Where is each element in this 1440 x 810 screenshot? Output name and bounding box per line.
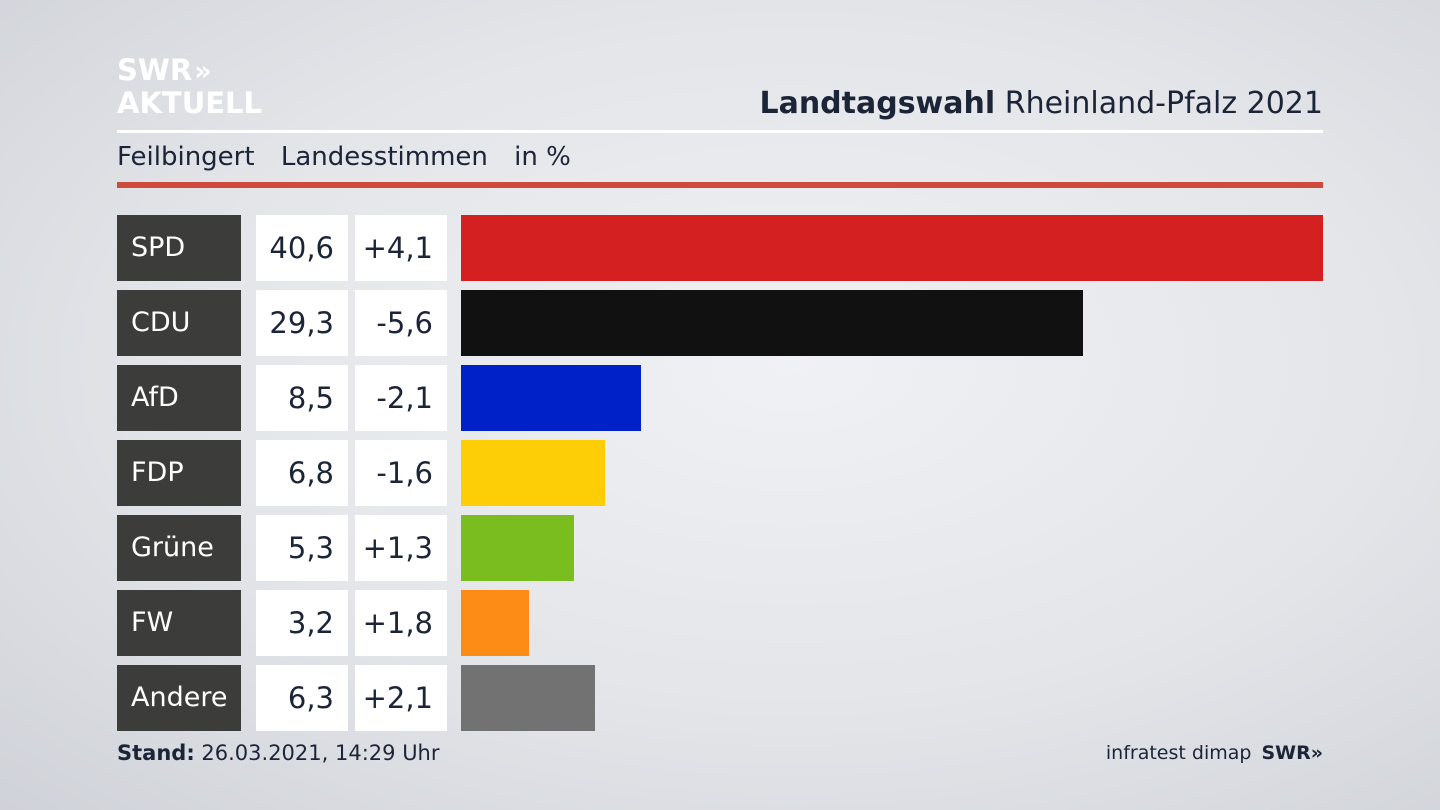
vote-change-value: +2,1	[355, 665, 447, 731]
header-divider	[117, 130, 1323, 133]
party-label: AfD	[117, 365, 241, 431]
subtitle-place: Feilbingert	[117, 142, 255, 172]
party-label: FW	[117, 590, 241, 656]
logo-swr-text: SWR	[117, 53, 193, 87]
subtitle-unit: in %	[514, 142, 571, 172]
vote-change-value: -5,6	[355, 290, 447, 356]
chart-row-fw: FW 3,2 +1,8	[117, 590, 1323, 656]
vote-change-value: +4,1	[355, 215, 447, 281]
bar-andere	[461, 665, 595, 731]
bar-afd	[461, 365, 641, 431]
page-title: Landtagswahl Rheinland-Pfalz 2021	[759, 86, 1323, 121]
timestamp-label: Stand:	[117, 741, 195, 765]
party-label: FDP	[117, 440, 241, 506]
chart-row-fdp: FDP 6,8 -1,6	[117, 440, 1323, 506]
logo-arrows-icon: »	[194, 56, 212, 87]
vote-change-value: -2,1	[355, 365, 447, 431]
bar-grüne	[461, 515, 574, 581]
source-credit: infratest dimap SWR»	[1106, 742, 1323, 764]
bar-spd	[461, 215, 1323, 281]
party-label: CDU	[117, 290, 241, 356]
party-label: Grüne	[117, 515, 241, 581]
vote-change-value: -1,6	[355, 440, 447, 506]
chart-row-cdu: CDU 29,3 -5,6	[117, 290, 1323, 356]
vote-share-value: 29,3	[256, 290, 348, 356]
logo-line-1: SWR»	[117, 54, 262, 87]
bar-fdp	[461, 440, 605, 506]
chart-row-spd: SPD 40,6 +4,1	[117, 215, 1323, 281]
swr-brand: SWR»	[1261, 742, 1323, 764]
chart-row-andere: Andere 6,3 +2,1	[117, 665, 1323, 731]
subtitle: Feilbingert Landesstimmen in %	[117, 142, 589, 172]
title-rest: Rheinland-Pfalz 2021	[1004, 86, 1323, 121]
swr-brand-text: SWR	[1261, 742, 1311, 764]
chart-row-grüne: Grüne 5,3 +1,3	[117, 515, 1323, 581]
party-label: SPD	[117, 215, 241, 281]
subtitle-divider	[117, 182, 1323, 188]
bar-fw	[461, 590, 529, 656]
subtitle-type: Landesstimmen	[280, 142, 488, 172]
vote-share-value: 3,2	[256, 590, 348, 656]
swr-arrows-icon: »	[1310, 742, 1323, 764]
title-bold: Landtagswahl	[759, 86, 996, 121]
vote-share-value: 5,3	[256, 515, 348, 581]
chart-row-afd: AfD 8,5 -2,1	[117, 365, 1323, 431]
party-label: Andere	[117, 665, 241, 731]
source-name: infratest dimap	[1105, 742, 1252, 764]
timestamp: Stand: 26.03.2021, 14:29 Uhr	[117, 741, 440, 765]
swr-aktuell-logo: SWR» AKTUELL	[117, 54, 262, 120]
logo-line-2: AKTUELL	[117, 86, 263, 120]
vote-share-value: 40,6	[256, 215, 348, 281]
vote-share-value: 6,8	[256, 440, 348, 506]
vote-change-value: +1,3	[355, 515, 447, 581]
timestamp-value: 26.03.2021, 14:29 Uhr	[201, 741, 440, 765]
vote-change-value: +1,8	[355, 590, 447, 656]
vote-share-value: 6,3	[256, 665, 348, 731]
bar-cdu	[461, 290, 1083, 356]
vote-share-value: 8,5	[256, 365, 348, 431]
